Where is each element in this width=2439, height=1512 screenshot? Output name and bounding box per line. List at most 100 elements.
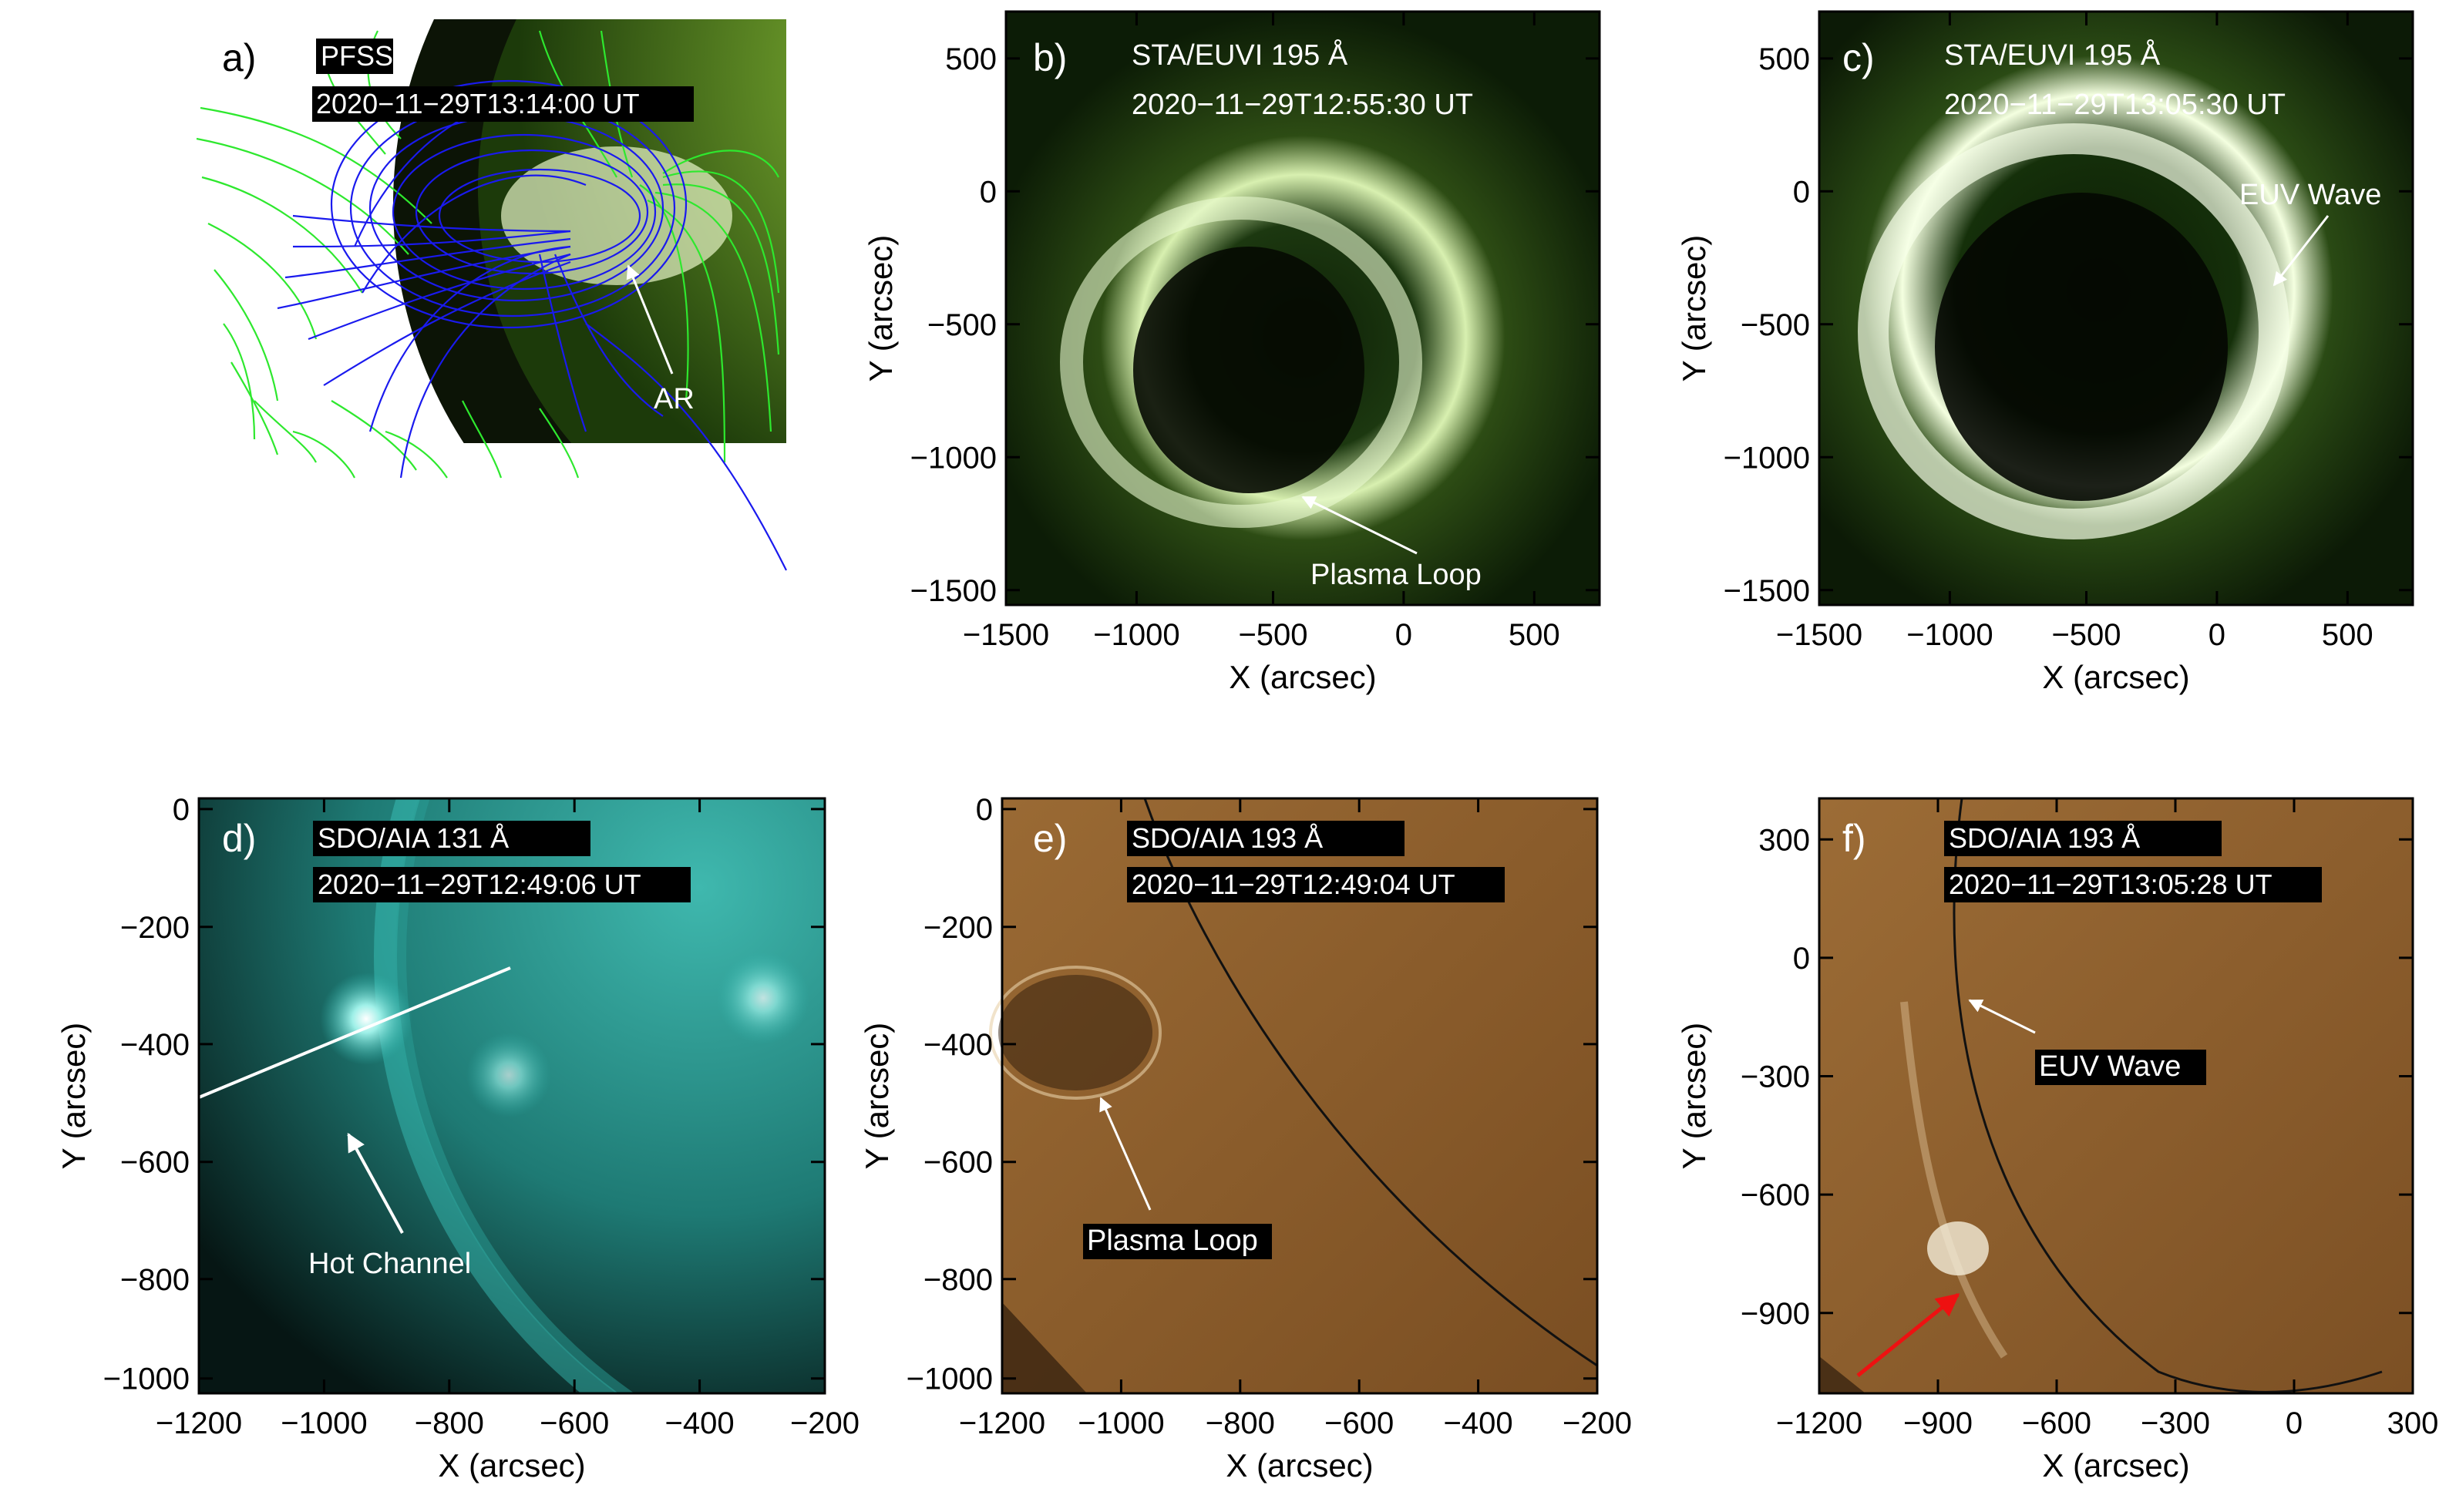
y-tick-label: −1000 <box>103 1362 190 1396</box>
euv-wave-label-box-f <box>2035 1050 2206 1085</box>
y-tick-label: −400 <box>120 1028 190 1062</box>
y-tick-label: −200 <box>120 911 190 945</box>
ar-label: AR <box>654 383 695 415</box>
slice-line <box>198 966 511 1099</box>
x-tick-label: 500 <box>1509 618 1560 652</box>
y-tick-label: −300 <box>1741 1060 1810 1094</box>
panel-a-letter: a) <box>222 36 256 79</box>
panel-c-tag1: STA/EUVI 195 Å <box>1944 38 2161 72</box>
panel-b-axes: −1500 −1000 −500 0 500 500 0 −500 −1000 −1500 X (a… <box>863 10 1601 695</box>
panel-d-frame <box>197 797 826 1395</box>
x-tick-label: −1200 <box>1776 1406 1862 1440</box>
x-tick-label: 300 <box>2387 1406 2439 1440</box>
y-tick-label: −600 <box>120 1146 190 1180</box>
x-axis-label: X (arcsec) <box>438 1447 585 1483</box>
x-tick-label: −600 <box>540 1406 609 1440</box>
panel-b-letter: b) <box>1033 36 1067 79</box>
panel-d-tag2: 2020−11−29T12:49:06 UT <box>318 869 641 900</box>
y-tick-label: −1000 <box>1724 441 1810 475</box>
panel-b-tag1: STA/EUVI 195 Å <box>1132 38 1348 72</box>
euv-wave-label-f: EUV Wave <box>2039 1050 2181 1083</box>
panel-b-tag2: 2020−11−29T12:55:30 UT <box>1132 89 1473 121</box>
x-tick-label: −500 <box>1238 618 1307 652</box>
x-tick-label: −400 <box>665 1406 735 1440</box>
x-tick-label: 0 <box>2209 618 2225 652</box>
panel-e-tag1: SDO/AIA 193 Å <box>1132 822 1323 854</box>
euv-wave-arrow-c <box>2272 215 2330 287</box>
y-tick-label: −1500 <box>1724 574 1810 608</box>
x-tick-label: −1200 <box>959 1406 1045 1440</box>
panel-c-frame <box>1818 10 2414 606</box>
panel-e-tag2: 2020−11−29T12:49:04 UT <box>1132 869 1455 900</box>
euv-wave-label-c: EUV Wave <box>2239 179 2381 211</box>
x-tick-label: 0 <box>1395 618 1412 652</box>
plasma-loop-arrow-b <box>1301 496 1418 555</box>
panel-a-tag1: PFSS <box>321 40 393 72</box>
limb-line-f <box>1953 798 2383 1393</box>
y-tick-label: −500 <box>1741 308 1810 342</box>
y-axis-label: Y (arcsec) <box>56 1023 92 1170</box>
x-axis-label: X (arcsec) <box>2042 659 2189 695</box>
y-tick-label: 0 <box>976 793 993 827</box>
panel-d-tag1-box <box>313 821 590 856</box>
panel-c: −1500 −1000 −500 0 500 500 0 −500 −1000 −1500 X (a… <box>1676 10 2414 695</box>
x-tick-label: −800 <box>415 1406 484 1440</box>
panel-f-axes: −1200 −900 −600 −300 0 300 300 0 −300 −600 −900 X (… <box>1676 797 2439 1483</box>
x-tick-label: −1000 <box>1906 618 1993 652</box>
y-tick-label: 500 <box>1758 42 1810 76</box>
open-field-lines <box>196 30 780 479</box>
panel-f-tag1: SDO/AIA 193 Å <box>1949 822 2140 854</box>
x-tick-label: −1000 <box>281 1406 367 1440</box>
panel-b-frame <box>1004 10 1601 606</box>
panel-a-tag1-box <box>316 39 393 74</box>
panel-f-tag2: 2020−11−29T13:05:28 UT <box>1949 869 2272 900</box>
y-tick-label: 0 <box>173 793 190 827</box>
x-tick-label: −1200 <box>156 1406 242 1440</box>
x-tick-label: 500 <box>2322 618 2373 652</box>
panel-e-frame <box>1001 797 1599 1395</box>
panel-a-tag2: 2020−11−29T13:14:00 UT <box>316 88 640 119</box>
x-tick-label: −400 <box>1444 1406 1513 1440</box>
x-tick-label: −200 <box>790 1406 860 1440</box>
panel-f-tag1-box <box>1944 821 2222 856</box>
y-tick-label: −600 <box>1741 1178 1810 1212</box>
panel-d-tag1: SDO/AIA 131 Å <box>318 822 509 854</box>
plasma-loop-label-box-e <box>1083 1224 1272 1259</box>
y-axis-label: Y (arcsec) <box>1676 235 1712 382</box>
plasma-loop-arrow-e <box>1099 1097 1152 1211</box>
panel-a: a) PFSS 2020−11−29T13:14:00 UT AR <box>196 19 787 571</box>
panel-e-letter: e) <box>1033 817 1067 860</box>
panel-f-tag2-box <box>1944 867 2322 902</box>
panel-c-dimming <box>1935 193 2228 501</box>
y-tick-label: −600 <box>923 1146 993 1180</box>
y-tick-label: −1000 <box>907 1362 993 1396</box>
panel-d-tag2-box <box>313 867 691 902</box>
ar-arrow <box>626 264 674 375</box>
panel-f: −1200 −900 −600 −300 0 300 300 0 −300 −600 −900 X (… <box>1676 797 2439 1483</box>
panel-d-letter: d) <box>222 817 256 860</box>
x-tick-label: −900 <box>1903 1406 1973 1440</box>
y-tick-label: −1500 <box>910 574 997 608</box>
y-tick-label: −800 <box>923 1263 993 1297</box>
y-tick-label: 0 <box>1793 175 1810 209</box>
x-tick-label: −600 <box>1324 1406 1394 1440</box>
y-tick-label: 500 <box>945 42 997 76</box>
hot-channel-label: Hot Channel <box>308 1248 471 1280</box>
x-axis-label: X (arcsec) <box>1229 659 1376 695</box>
panel-b-dimming <box>1133 247 1364 493</box>
y-tick-label: 300 <box>1758 823 1810 857</box>
panel-d: −1200 −1000 −800 −600 −400 −200 0 −200 −400 −600 −… <box>56 793 860 1483</box>
x-tick-label: −600 <box>2022 1406 2091 1440</box>
y-tick-label: 0 <box>980 175 997 209</box>
x-tick-label: −1000 <box>1093 618 1179 652</box>
panel-c-tag2: 2020−11−29T13:05:30 UT <box>1944 89 2286 121</box>
panel-c-letter: c) <box>1842 36 1875 79</box>
euv-wave-arrow-f <box>1968 999 2036 1034</box>
x-tick-label: −200 <box>1563 1406 1632 1440</box>
x-axis-label: X (arcsec) <box>2042 1447 2189 1483</box>
x-axis-label: X (arcsec) <box>1226 1447 1373 1483</box>
y-tick-label: 0 <box>1793 942 1810 976</box>
panel-e-axes: −1200 −1000 −800 −600 −400 −200 0 −200 −400 −600 −… <box>859 793 1632 1483</box>
panel-e-tag2-box <box>1127 867 1505 902</box>
